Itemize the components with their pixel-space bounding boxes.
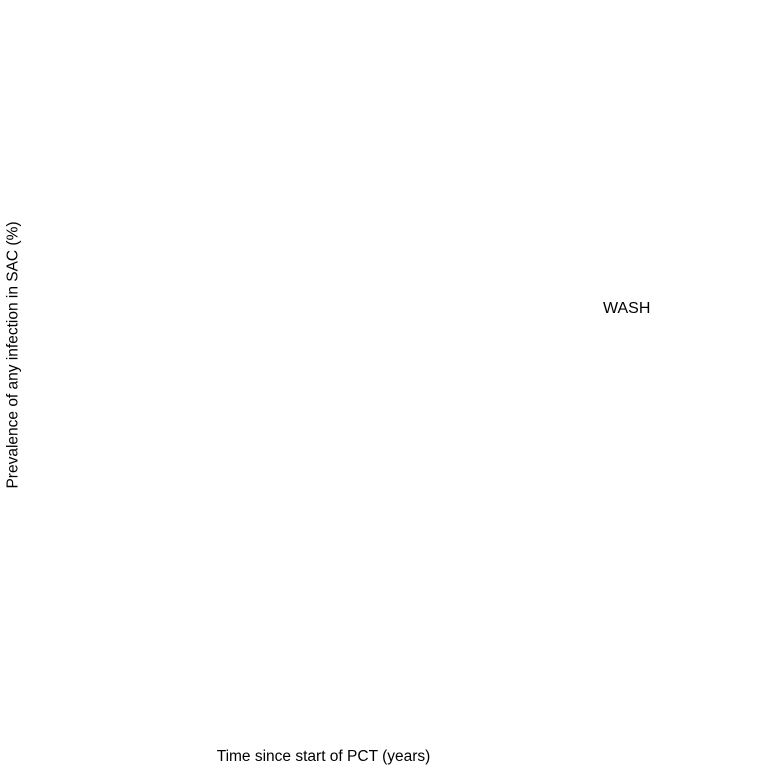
legend: WASH xyxy=(603,300,768,327)
legend-title: WASH xyxy=(603,300,651,317)
x-axis-title: Time since start of PCT (years) xyxy=(216,748,431,765)
y-axis-title: Prevalence of any infection in SAC (%) xyxy=(5,221,23,489)
